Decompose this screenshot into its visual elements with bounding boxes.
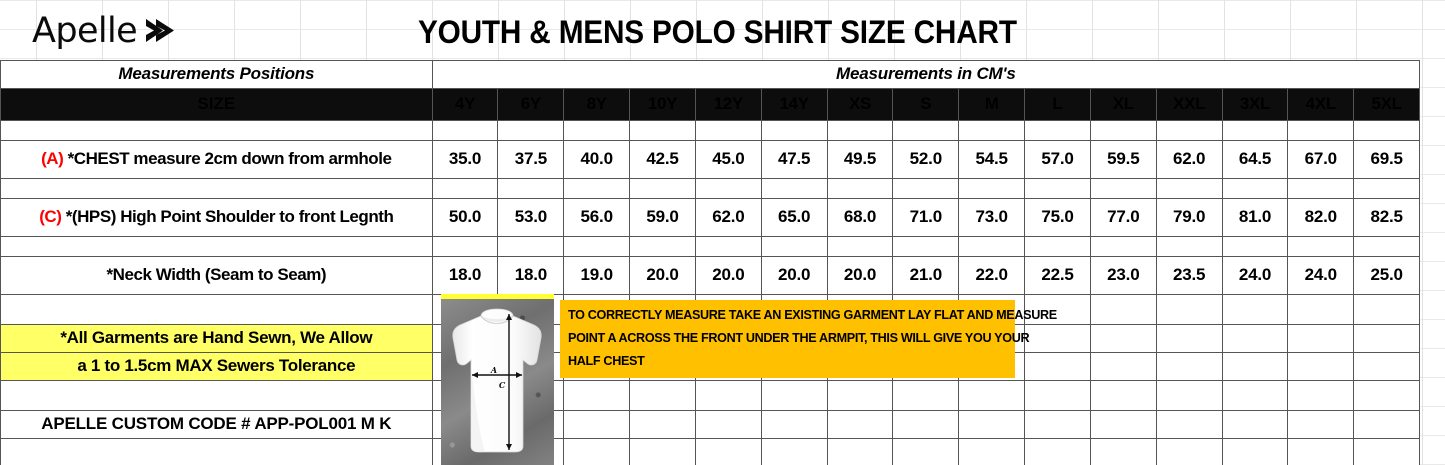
bottom-row [0, 437, 1445, 465]
spacer-row [0, 379, 1445, 411]
size-col-4y: 4Y [431, 87, 499, 121]
cell-hps-xs: 68.0 [826, 197, 894, 237]
custom-code-label: APELLE CUSTOM CODE # APP-POL001 M K [0, 409, 433, 439]
cell-chest-4y: 35.0 [431, 139, 499, 179]
marker-a: (A) [41, 149, 64, 168]
cell-chest-5xl: 69.5 [1353, 139, 1421, 179]
spacer-row [0, 119, 1445, 141]
cell-chest-4xl: 67.0 [1287, 139, 1355, 179]
cell-neck-12y: 20.0 [694, 255, 762, 295]
cell-hps-4y: 50.0 [431, 197, 499, 237]
row-label-chest-text: *CHEST measure 2cm down from armhole [63, 149, 392, 168]
cell-chest-xxl: 62.0 [1155, 139, 1223, 179]
spacer-row [0, 235, 1445, 257]
cell-hps-xxl: 79.0 [1155, 197, 1223, 237]
row-label-chest: (A) *CHEST measure 2cm down from armhole [0, 139, 433, 179]
cell-chest-14y: 47.5 [760, 139, 828, 179]
cell-neck-14y: 20.0 [760, 255, 828, 295]
cell-chest-xl: 59.5 [1089, 139, 1157, 179]
yellow-accent-strip [441, 294, 554, 299]
cell-chest-3xl: 64.5 [1221, 139, 1289, 179]
tolerance-note-line2: a 1 to 1.5cm MAX Sewers Tolerance [0, 351, 433, 381]
apelle-logo: Apelle [32, 6, 212, 56]
size-col-3xl: 3XL [1221, 87, 1289, 121]
instruction-line-3: HALF CHEST [568, 352, 645, 368]
size-col-5xl: 5XL [1353, 87, 1421, 121]
cell-hps-m: 73.0 [958, 197, 1026, 237]
size-col-m: M [958, 87, 1026, 121]
cell-chest-s: 52.0 [892, 139, 960, 179]
tolerance-note-line1: *All Garments are Hand Sewn, We Allow [0, 323, 433, 353]
size-col-6y: 6Y [497, 87, 565, 121]
tshirt-diagram: A C [441, 298, 554, 465]
cell-neck-6y: 18.0 [497, 255, 565, 295]
band-row: Measurements Positions Measurements in C… [0, 59, 1445, 89]
measurements-in-cm-label: Measurements in CM's [431, 59, 1421, 89]
cell-hps-s: 71.0 [892, 197, 960, 237]
cell-hps-5xl: 82.5 [1353, 197, 1421, 237]
table-row: (C) *(HPS) High Point Shoulder to front … [0, 197, 1445, 237]
size-col-8y: 8Y [563, 87, 631, 121]
cell-chest-10y: 42.5 [629, 139, 696, 179]
cell-hps-4xl: 82.0 [1287, 197, 1355, 237]
instruction-line-2: POINT A ACROSS THE FRONT UNDER THE ARMPI… [568, 329, 1030, 345]
cell-neck-s: 21.0 [892, 255, 960, 295]
double-chevron-arrow-icon [146, 19, 175, 42]
size-col-4xl: 4XL [1287, 87, 1355, 121]
size-col-10y: 10Y [629, 87, 696, 121]
size-header-row: SIZE 4Y 6Y 8Y 10Y 12Y 14Y XS S M L XL XX… [0, 87, 1445, 121]
cell-hps-8y: 56.0 [563, 197, 631, 237]
size-col-xxl: XXL [1155, 87, 1223, 121]
cell-neck-xl: 23.0 [1089, 255, 1157, 295]
size-col-l: L [1024, 87, 1091, 121]
cell-neck-xs: 20.0 [826, 255, 894, 295]
row-label-hps-text: *(HPS) High Point Shoulder to front Legn… [61, 207, 394, 226]
spacer-row [0, 177, 1445, 199]
cell-chest-12y: 45.0 [694, 139, 762, 179]
cell-hps-3xl: 81.0 [1221, 197, 1289, 237]
cell-neck-10y: 20.0 [629, 255, 696, 295]
size-col-12y: 12Y [694, 87, 762, 121]
cell-hps-14y: 65.0 [760, 197, 828, 237]
table-row: (A) *CHEST measure 2cm down from armhole… [0, 139, 1445, 179]
cell-chest-m: 54.5 [958, 139, 1026, 179]
cell-hps-12y: 62.0 [694, 197, 762, 237]
page-title: YOUTH & MENS POLO SHIRT SIZE CHART [418, 14, 1017, 50]
marker-c: (C) [39, 207, 62, 226]
size-col-xl: XL [1089, 87, 1157, 121]
size-header-label: SIZE [0, 87, 433, 121]
row-label-neck-width: *Neck Width (Seam to Seam) [0, 255, 433, 295]
cell-hps-xl: 77.0 [1089, 197, 1157, 237]
instruction-line-1: TO CORRECTLY MEASURE TAKE AN EXISTING GA… [568, 307, 1057, 322]
cell-neck-4y: 18.0 [431, 255, 499, 295]
cell-neck-5xl: 25.0 [1353, 255, 1421, 295]
measuring-instruction-box: TO CORRECTLY MEASURE TAKE AN EXISTING GA… [560, 300, 1057, 378]
tshirt-front-photo: A C [452, 308, 542, 453]
size-col-s: S [892, 87, 960, 121]
cell-chest-8y: 40.0 [563, 139, 631, 179]
cell-neck-4xl: 24.0 [1287, 255, 1355, 295]
cell-chest-xs: 49.5 [826, 139, 894, 179]
svg-text:C: C [499, 380, 506, 390]
cell-neck-8y: 19.0 [563, 255, 631, 295]
brand-name: Apelle [32, 10, 138, 51]
size-col-xs: XS [826, 87, 894, 121]
custom-code-row: APELLE CUSTOM CODE # APP-POL001 M K [0, 409, 1445, 439]
cell-neck-xxl: 23.5 [1155, 255, 1223, 295]
size-col-14y: 14Y [760, 87, 828, 121]
measurements-positions-label: Measurements Positions [0, 59, 433, 89]
row-label-hps: (C) *(HPS) High Point Shoulder to front … [0, 197, 433, 237]
cell-chest-6y: 37.5 [497, 139, 565, 179]
cell-neck-3xl: 24.0 [1221, 255, 1289, 295]
cell-neck-l: 22.5 [1024, 255, 1091, 295]
cell-hps-l: 75.0 [1024, 197, 1091, 237]
cell-hps-10y: 59.0 [629, 197, 696, 237]
cell-neck-m: 22.0 [958, 255, 1026, 295]
cell-chest-l: 57.0 [1024, 139, 1091, 179]
svg-text:A: A [490, 365, 497, 375]
cell-hps-6y: 53.0 [497, 197, 565, 237]
table-row: *Neck Width (Seam to Seam) 18.0 18.0 19.… [0, 255, 1445, 295]
